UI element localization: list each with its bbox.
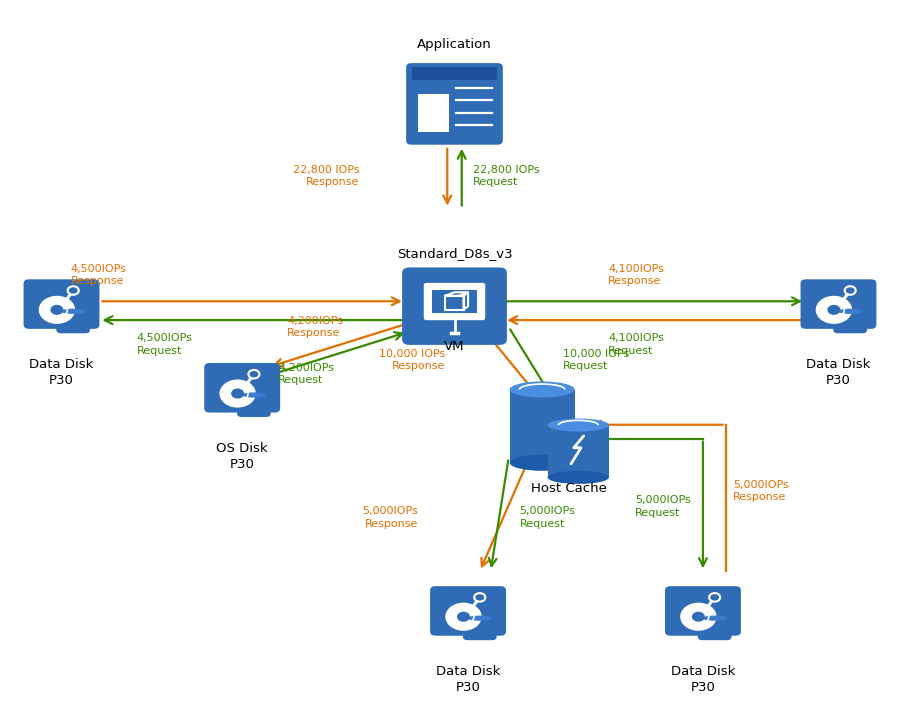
Text: 4,100IOPs
Request: 4,100IOPs Request	[608, 333, 664, 356]
Ellipse shape	[547, 418, 609, 432]
Text: 10,000 IOPs
Response: 10,000 IOPs Response	[379, 349, 445, 371]
FancyBboxPatch shape	[24, 279, 99, 329]
FancyBboxPatch shape	[424, 283, 485, 320]
FancyBboxPatch shape	[801, 279, 876, 329]
FancyBboxPatch shape	[834, 308, 867, 333]
Text: Data Disk
P30: Data Disk P30	[29, 358, 94, 387]
Text: OS Disk
P30: OS Disk P30	[216, 441, 268, 470]
Ellipse shape	[61, 309, 85, 314]
Text: 4,100IOPs
Response: 4,100IOPs Response	[608, 264, 664, 286]
FancyBboxPatch shape	[418, 93, 449, 131]
FancyBboxPatch shape	[445, 296, 464, 310]
Circle shape	[248, 370, 259, 378]
Circle shape	[680, 602, 716, 631]
Circle shape	[445, 602, 482, 631]
Text: 5,000IOPs
Request: 5,000IOPs Request	[635, 495, 691, 517]
FancyBboxPatch shape	[237, 392, 271, 417]
Ellipse shape	[703, 634, 727, 639]
Text: 4,500IOPs
Response: 4,500IOPs Response	[71, 264, 126, 286]
Circle shape	[457, 612, 470, 621]
Circle shape	[709, 593, 720, 602]
Text: Application: Application	[417, 38, 492, 51]
FancyBboxPatch shape	[406, 63, 503, 145]
Text: 5,000IOPs
Response: 5,000IOPs Response	[363, 506, 418, 529]
Circle shape	[50, 305, 64, 315]
Circle shape	[844, 286, 855, 295]
Text: 22,800 IOPs
Request: 22,800 IOPs Request	[473, 165, 539, 187]
Text: 5,000IOPs
Request: 5,000IOPs Request	[520, 506, 575, 529]
FancyBboxPatch shape	[402, 267, 507, 345]
Ellipse shape	[467, 616, 492, 621]
Text: VM: VM	[445, 340, 464, 353]
Ellipse shape	[467, 634, 492, 639]
Text: Host Cache: Host Cache	[531, 482, 607, 496]
Text: 22,800 IOPs
Response: 22,800 IOPs Response	[293, 165, 360, 187]
Text: Data Disk
P30: Data Disk P30	[435, 665, 500, 694]
Text: Data Disk
P30: Data Disk P30	[671, 665, 735, 694]
Ellipse shape	[61, 327, 85, 333]
Text: Standard_D8s_v3: Standard_D8s_v3	[396, 247, 513, 260]
Ellipse shape	[510, 455, 574, 471]
Circle shape	[827, 305, 841, 315]
FancyBboxPatch shape	[412, 67, 497, 80]
FancyBboxPatch shape	[463, 614, 496, 640]
Circle shape	[219, 380, 255, 408]
Ellipse shape	[838, 309, 863, 314]
Circle shape	[474, 593, 485, 602]
Ellipse shape	[703, 616, 727, 621]
Text: Data Disk
P30: Data Disk P30	[806, 358, 871, 387]
Circle shape	[67, 286, 79, 295]
FancyBboxPatch shape	[510, 389, 574, 463]
Ellipse shape	[510, 382, 574, 398]
Ellipse shape	[242, 411, 266, 416]
Circle shape	[692, 612, 704, 621]
Ellipse shape	[242, 392, 266, 398]
Circle shape	[39, 296, 75, 324]
FancyBboxPatch shape	[547, 425, 609, 477]
Circle shape	[815, 296, 852, 324]
Text: 10,000 IOPs
Request: 10,000 IOPs Request	[563, 349, 629, 371]
FancyBboxPatch shape	[665, 586, 741, 636]
Text: 4,200IOPs
Response: 4,200IOPs Response	[287, 316, 344, 338]
FancyBboxPatch shape	[430, 586, 506, 636]
Text: 4,500IOPs
Request: 4,500IOPs Request	[136, 333, 193, 356]
Circle shape	[231, 389, 245, 399]
Text: 5,000IOPs
Response: 5,000IOPs Response	[733, 479, 788, 502]
FancyBboxPatch shape	[432, 290, 477, 314]
FancyBboxPatch shape	[205, 363, 280, 413]
Ellipse shape	[838, 327, 863, 333]
Text: 4,200IOPs
Request: 4,200IOPs Request	[278, 363, 335, 385]
FancyBboxPatch shape	[56, 308, 90, 333]
Ellipse shape	[547, 471, 609, 484]
FancyBboxPatch shape	[698, 614, 732, 640]
